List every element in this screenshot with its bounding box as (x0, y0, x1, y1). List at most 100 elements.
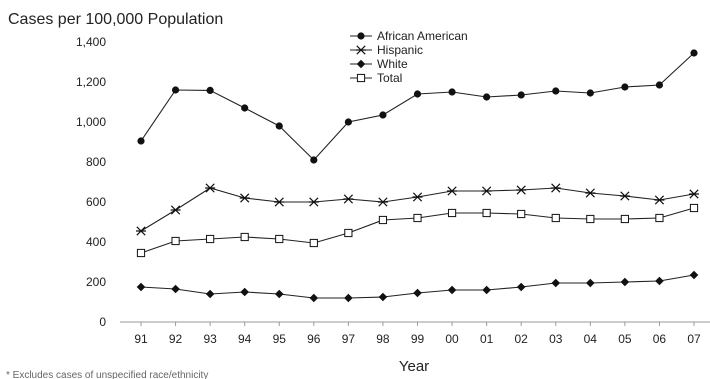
series-group (136, 49, 699, 303)
x-tick-label: 04 (584, 332, 598, 346)
x-tick-label: 93 (203, 332, 217, 346)
data-point (413, 288, 422, 298)
data-point (586, 89, 594, 97)
data-point (655, 276, 664, 286)
x-axis-ticks: 91 92 93 94 95 96 97 98 99 00 01 02 03 04 05 06 07 (134, 322, 701, 346)
data-point (448, 88, 456, 96)
series-line (140, 187, 695, 232)
data-point (344, 118, 352, 126)
data-point (205, 289, 215, 299)
data-point (551, 213, 560, 223)
data-point (344, 228, 353, 238)
data-point (585, 188, 596, 198)
data-point (550, 183, 561, 193)
data-point (205, 183, 216, 193)
x-tick-label: 97 (342, 332, 356, 346)
data-point (552, 87, 560, 95)
data-point (206, 86, 214, 94)
data-point (310, 156, 318, 164)
x-tick-label: 06 (653, 332, 667, 346)
data-point (689, 203, 699, 213)
data-point (275, 122, 283, 130)
data-point (412, 192, 423, 202)
chart-title: Cases per 100,000 Population (8, 11, 223, 28)
x-tick-label: 92 (169, 332, 183, 346)
y-tick-label: 0 (99, 315, 106, 329)
data-point (413, 90, 422, 98)
x-axis-label: Year (399, 358, 429, 375)
x-tick-label: 99 (411, 332, 425, 346)
data-point (136, 226, 146, 236)
data-point (240, 287, 249, 297)
y-tick-label: 1,400 (76, 35, 106, 49)
data-point (171, 86, 180, 94)
series-african-american (137, 49, 698, 164)
y-tick-label: 1,000 (76, 115, 106, 129)
data-point (447, 285, 457, 295)
data-point (344, 293, 353, 303)
footnote: * Excludes cases of unspecified race/eth… (6, 370, 208, 379)
data-point (378, 292, 388, 302)
y-tick-label: 800 (86, 155, 106, 169)
legend-marker (357, 32, 365, 40)
data-point (413, 213, 422, 223)
data-point (343, 194, 354, 204)
data-point (619, 191, 630, 201)
data-point (378, 215, 388, 225)
series-total (136, 203, 699, 258)
x-tick-label: 00 (445, 332, 459, 346)
legend-label: African American (377, 29, 468, 43)
data-point (517, 209, 526, 219)
y-tick-label: 400 (86, 235, 106, 249)
data-point (655, 81, 664, 89)
x-tick-label: 07 (687, 332, 701, 346)
data-point (482, 285, 491, 295)
y-tick-label: 200 (86, 275, 106, 289)
y-tick-label: 1,200 (76, 75, 106, 89)
x-tick-label: 01 (480, 332, 494, 346)
data-point (377, 197, 388, 207)
data-point (206, 234, 215, 244)
data-point (274, 197, 285, 207)
data-point (137, 137, 145, 145)
data-point (309, 293, 319, 303)
data-point (516, 185, 527, 195)
legend-label: Hispanic (377, 43, 423, 57)
series-white (136, 270, 699, 303)
data-point (171, 236, 180, 246)
data-point (586, 278, 595, 288)
series-line (140, 52, 695, 161)
data-point (239, 193, 250, 203)
data-point (136, 282, 146, 292)
data-point (483, 93, 491, 101)
data-point (517, 91, 525, 99)
data-point (689, 189, 699, 199)
data-point (690, 49, 698, 57)
x-tick-label: 95 (273, 332, 287, 346)
data-point (516, 282, 526, 292)
data-point (620, 277, 630, 287)
data-point (551, 278, 561, 288)
series-hispanic (136, 183, 699, 236)
x-tick-label: 02 (515, 332, 529, 346)
legend-marker (356, 59, 366, 69)
y-tick-label: 600 (86, 195, 106, 209)
data-point (689, 270, 699, 280)
data-point (379, 111, 387, 119)
legend-marker (356, 45, 366, 55)
data-point (620, 214, 629, 224)
legend-label: White (377, 57, 408, 71)
x-tick-label: 91 (134, 332, 148, 346)
data-point (654, 195, 665, 205)
data-point (621, 83, 629, 91)
x-tick-label: 96 (307, 332, 321, 346)
data-point (309, 238, 318, 248)
x-tick-label: 98 (376, 332, 390, 346)
data-point (308, 197, 319, 207)
data-point (241, 104, 249, 112)
data-point (481, 186, 492, 196)
x-tick-label: 05 (618, 332, 632, 346)
data-point (170, 205, 181, 215)
x-tick-label: 94 (238, 332, 252, 346)
